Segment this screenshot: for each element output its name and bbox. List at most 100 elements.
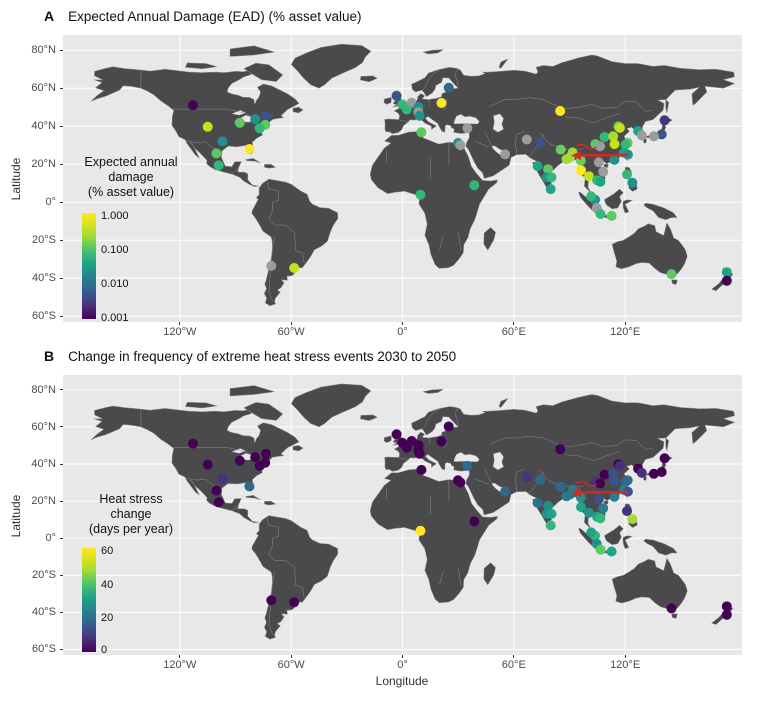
landmass [603,163,609,168]
country-border [439,235,444,250]
data-point [586,191,597,202]
x-tick-mark [290,655,292,658]
inland-sea [492,113,504,133]
annotation-arrow-shaft [576,153,628,157]
data-point [455,140,466,151]
annotation-arrow-head [570,151,581,161]
x-tick-mark [624,322,626,325]
data-point [721,275,732,286]
y-tick-mark [60,277,63,279]
data-point [436,436,447,447]
panel-a-colorbar [82,213,96,319]
y-tick-label: 0° [45,532,56,545]
data-point [595,513,606,524]
data-point [622,169,632,180]
landmass [383,435,392,443]
data-point [535,137,546,148]
country-border [474,141,489,148]
panel-a-title-row: A Expected Annual Damage (EAD) (% asset v… [44,8,362,24]
data-point [250,452,261,463]
colorbar-a-tick-4: 0.001 [101,312,129,324]
country-border [268,545,296,576]
landmass [245,158,261,164]
landmass [483,562,496,586]
data-point [598,503,609,514]
country-border [484,469,492,483]
data-point [609,476,620,487]
data-point [599,469,610,480]
data-point [202,459,213,470]
y-tick-mark [60,125,63,127]
landmass [90,405,300,524]
data-point [545,184,556,195]
data-point [415,189,426,200]
data-point [254,461,265,471]
data-point [401,442,412,453]
landmass [90,66,300,187]
annotation-arrow-shaft [576,490,628,494]
y-tick-mark [60,574,63,576]
data-point [546,508,557,519]
data-point [586,527,597,538]
data-point [606,546,617,557]
country-border [294,240,305,264]
landmass [611,222,688,277]
x-tick-mark [513,322,515,325]
panel-a-title: Expected Annual Damage (EAD) (% asset va… [68,9,362,24]
data-point [244,144,255,154]
data-point [211,485,222,496]
data-point [721,601,732,612]
colorbar-b-tick-4: 0 [101,644,108,656]
data-point [414,110,425,121]
data-point [250,114,261,125]
country-border [455,408,461,427]
country-border [231,505,238,511]
y-tick-label: 20°N [31,158,56,171]
x-tick-label: 120°W [163,659,197,671]
data-point [609,139,620,150]
x-tick-mark [290,322,292,325]
country-border [565,101,626,109]
annotation-squiggle [575,143,597,150]
data-point [469,180,480,191]
data-point [415,525,426,536]
data-point [416,464,427,475]
landmass [671,279,678,285]
landmass [665,99,669,114]
landmass [603,500,609,505]
data-point [595,141,606,152]
landmass [292,445,304,452]
country-border [268,571,275,635]
data-point [608,131,619,142]
data-point [443,82,454,93]
x-tick-mark [402,322,403,325]
landmass [383,97,392,105]
data-point [555,444,566,455]
country-border [399,119,409,122]
data-point [614,460,625,471]
data-point [620,139,631,150]
y-tick-label: 80°N [31,383,56,396]
data-point [598,166,609,177]
inland-sea [492,451,504,471]
x-tick-mark [513,655,515,658]
y-tick-label: 40°S [32,272,56,285]
y-tick-mark [60,239,63,241]
data-point [648,468,659,479]
data-point [521,134,532,145]
landmass [185,62,218,70]
y-tick-mark [60,500,63,502]
y-tick-label: 60°N [31,420,56,433]
landmass [229,385,275,397]
x-tick-mark [179,655,181,658]
data-point [436,98,447,108]
data-point [576,165,586,176]
colorbar-b-tick-3: 20 [101,612,114,624]
data-point [455,477,466,488]
data-point [627,177,638,188]
landmass [622,535,633,549]
country-border [428,437,431,445]
panel-a-letter: A [44,8,55,24]
landmass [290,383,372,428]
